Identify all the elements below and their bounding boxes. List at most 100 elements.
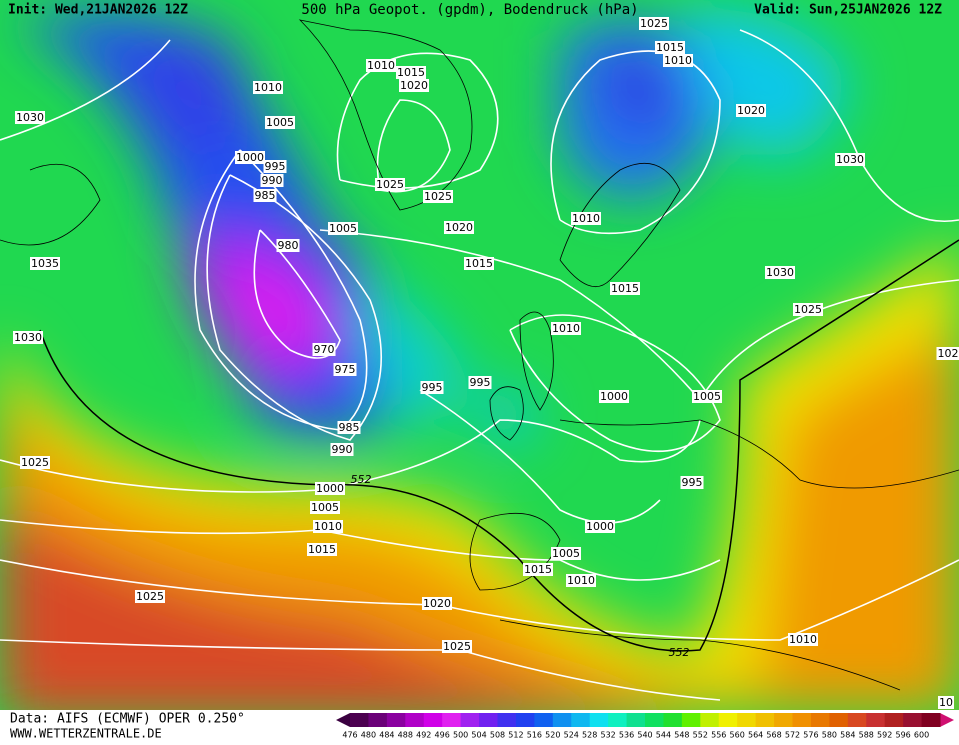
legend-swatch bbox=[903, 713, 922, 727]
isobar-label: 1005 bbox=[266, 116, 294, 129]
isobar-label: 1020 bbox=[737, 104, 765, 117]
isobar-label: 975 bbox=[335, 363, 356, 376]
legend-swatch bbox=[829, 713, 848, 727]
legend-swatch bbox=[479, 713, 498, 727]
isobar-label: 995 bbox=[470, 376, 491, 389]
isobar-label: 1010 bbox=[572, 212, 600, 225]
isobar-label: 1025 bbox=[21, 456, 49, 469]
isobar-label: 985 bbox=[339, 421, 360, 434]
isobar-label: 10 bbox=[939, 696, 953, 709]
legend-label: 600 bbox=[914, 731, 929, 740]
isobar-label: 1005 bbox=[329, 222, 357, 235]
legend-label: 536 bbox=[619, 731, 634, 740]
isobar-label: 1030 bbox=[14, 331, 42, 344]
isobar-label: 1005 bbox=[311, 501, 339, 514]
isobar-label: 1015 bbox=[465, 257, 493, 270]
legend-swatch bbox=[848, 713, 867, 727]
isobar-label: 1010 bbox=[567, 574, 595, 587]
legend-swatch bbox=[516, 713, 535, 727]
isobar-label: 1000 bbox=[600, 390, 628, 403]
legend-swatch bbox=[553, 713, 572, 727]
legend-swatch bbox=[645, 713, 664, 727]
isobar-label: 1010 bbox=[664, 54, 692, 67]
legend-swatch bbox=[737, 713, 756, 727]
isobar-label: 995 bbox=[682, 476, 703, 489]
site: WWW.WETTERZENTRALE.DE bbox=[10, 727, 162, 741]
isobar-label: 1015 bbox=[524, 563, 552, 576]
isobar-label: 970 bbox=[314, 343, 335, 356]
legend-swatch bbox=[922, 713, 941, 727]
map-field bbox=[0, 0, 959, 720]
isobar-label: 1020 bbox=[400, 79, 428, 92]
isobar-label: 1030 bbox=[16, 111, 44, 124]
legend-swatch bbox=[590, 713, 609, 727]
isobar-label: 1000 bbox=[316, 482, 344, 495]
isobar-label: 1000 bbox=[236, 151, 264, 164]
legend-swatch bbox=[534, 713, 553, 727]
isobar-label: 552 bbox=[351, 473, 372, 486]
legend-swatch bbox=[793, 713, 812, 727]
legend-label: 508 bbox=[490, 731, 505, 740]
isobar-label: 1030 bbox=[766, 266, 794, 279]
isobar-label: 102 bbox=[938, 347, 959, 360]
legend-swatch bbox=[627, 713, 646, 727]
legend-swatch bbox=[663, 713, 682, 727]
legend-label: 572 bbox=[785, 731, 800, 740]
isobar-label: 1010 bbox=[367, 59, 395, 72]
isobar-label: 1015 bbox=[611, 282, 639, 295]
isobar-label: 1025 bbox=[640, 17, 668, 30]
isobar-label: 995 bbox=[422, 381, 443, 394]
legend-swatch bbox=[719, 713, 738, 727]
legend-label: 496 bbox=[435, 731, 450, 740]
legend-label: 484 bbox=[379, 731, 394, 740]
isobar-label: 1025 bbox=[424, 190, 452, 203]
legend-label: 548 bbox=[674, 731, 689, 740]
legend-label: 552 bbox=[693, 731, 708, 740]
isobar-label: 995 bbox=[265, 160, 286, 173]
isobar-label: 1020 bbox=[423, 597, 451, 610]
legend-label: 512 bbox=[508, 731, 523, 740]
legend-label: 480 bbox=[361, 731, 376, 740]
isobar-label: 1025 bbox=[794, 303, 822, 316]
isobar-label: 980 bbox=[278, 239, 299, 252]
legend-swatch bbox=[498, 713, 517, 727]
isobar-label: 552 bbox=[669, 646, 690, 659]
map-title: 500 hPa Geopot. (gpdm), Bodendruck (hPa) bbox=[301, 2, 638, 18]
legend-swatch bbox=[700, 713, 719, 727]
valid-time: Valid: Sun,25JAN2026 12Z bbox=[754, 3, 942, 18]
legend-swatch bbox=[442, 713, 461, 727]
isobar-label: 1005 bbox=[552, 547, 580, 560]
legend-label: 520 bbox=[545, 731, 560, 740]
legend-label: 564 bbox=[748, 731, 763, 740]
isobar-label: 1010 bbox=[552, 322, 580, 335]
data-source: Data: AIFS (ECMWF) OPER 0.250° bbox=[10, 712, 245, 727]
legend-label: 528 bbox=[582, 731, 597, 740]
isobar-label: 1025 bbox=[136, 590, 164, 603]
legend-swatch bbox=[571, 713, 590, 727]
isobar-label: 990 bbox=[262, 174, 283, 187]
isobar-label: 1025 bbox=[443, 640, 471, 653]
legend-swatch bbox=[774, 713, 793, 727]
isobar-label: 985 bbox=[255, 189, 276, 202]
legend-swatch bbox=[368, 713, 387, 727]
isobar-label: 1010 bbox=[314, 520, 342, 533]
isobar-label: 1000 bbox=[586, 520, 614, 533]
isobar-label: 1005 bbox=[693, 390, 721, 403]
isobar-label: 1025 bbox=[376, 178, 404, 191]
legend-label: 588 bbox=[859, 731, 874, 740]
legend-label: 568 bbox=[766, 731, 781, 740]
isobar-label: 1015 bbox=[397, 66, 425, 79]
legend-label: 576 bbox=[803, 731, 818, 740]
legend-label: 556 bbox=[711, 731, 726, 740]
legend-swatch bbox=[682, 713, 701, 727]
legend-label: 516 bbox=[527, 731, 542, 740]
legend-swatch bbox=[350, 713, 369, 727]
legend-label: 540 bbox=[637, 731, 652, 740]
legend-label: 580 bbox=[822, 731, 837, 740]
isobar-label: 1020 bbox=[445, 221, 473, 234]
legend-label: 560 bbox=[730, 731, 745, 740]
legend-label: 532 bbox=[600, 731, 615, 740]
isobar-label: 1030 bbox=[836, 153, 864, 166]
